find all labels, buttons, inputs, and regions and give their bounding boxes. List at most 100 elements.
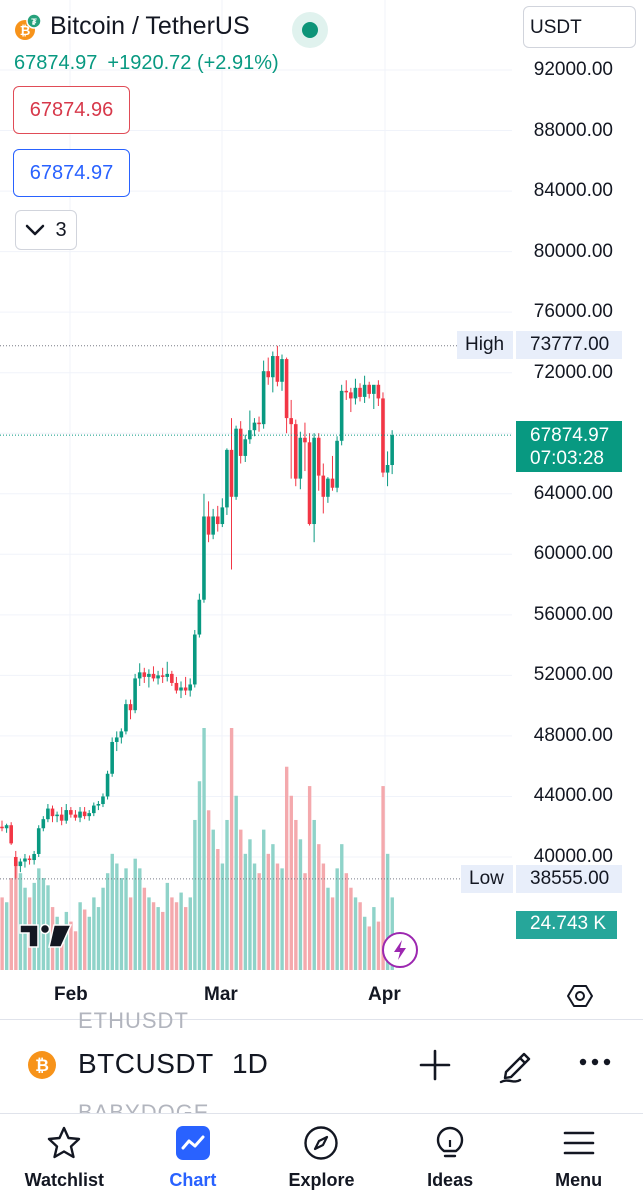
time-label-feb: Feb — [54, 984, 88, 1005]
candle-body — [326, 478, 330, 497]
nav-chart[interactable]: Chart — [129, 1114, 258, 1200]
buy-price-button[interactable]: 67874.97 — [13, 149, 130, 197]
volume-bar — [294, 819, 298, 970]
volume-bar — [349, 887, 353, 970]
candle-body — [266, 371, 271, 378]
nav-menu[interactable]: Menu — [514, 1114, 643, 1200]
volume-bar — [193, 819, 197, 970]
candle-body — [110, 741, 114, 774]
volume-bar — [202, 728, 206, 970]
candle-body — [165, 673, 170, 677]
candle-body — [179, 687, 183, 691]
volume-bar — [220, 863, 225, 970]
candle-body — [50, 808, 55, 817]
volume-bar — [197, 781, 202, 970]
price-axis-label: 76000.00 — [533, 301, 613, 323]
sell-price-button[interactable]: 67874.96 — [13, 86, 130, 134]
candle-body — [188, 684, 192, 691]
current-price-value: 67874.97 — [530, 425, 610, 446]
candle-body — [124, 704, 128, 732]
candle-body — [367, 384, 371, 394]
candle-body — [183, 687, 188, 691]
volume-bar — [266, 853, 271, 970]
candle-body — [105, 773, 110, 797]
symbol-title: Bitcoin / TetherUS — [50, 12, 250, 40]
nav-explore[interactable]: Explore — [257, 1114, 386, 1200]
volume-bar — [110, 853, 114, 970]
volume-bar — [133, 858, 137, 970]
volume-bar — [271, 844, 275, 970]
price-axis-label: 44000.00 — [533, 785, 613, 807]
plus-icon[interactable] — [418, 1048, 452, 1082]
candle-body — [211, 516, 215, 535]
chart-icon — [174, 1124, 212, 1162]
candle-body — [293, 424, 298, 479]
candle-body — [220, 507, 225, 525]
candle-body — [376, 384, 381, 399]
symbol-name-button[interactable]: BTCUSDT — [78, 1048, 214, 1079]
currency-selector[interactable]: USDT — [523, 6, 636, 48]
candle-body — [0, 826, 4, 829]
chart-grid — [0, 0, 512, 970]
candle-body — [69, 810, 73, 815]
volume-bar — [60, 926, 64, 970]
volume-bar — [18, 873, 23, 970]
candle-body — [275, 356, 280, 382]
candle-body — [321, 475, 326, 497]
candle-body — [82, 811, 87, 817]
volume-bar — [96, 907, 101, 970]
volume-bar — [151, 902, 156, 970]
candle-body — [4, 825, 9, 829]
chart-settings-hexagon-icon[interactable] — [566, 982, 594, 1010]
volume-bar — [4, 902, 9, 970]
volume-bar — [138, 868, 142, 970]
candle-body — [147, 673, 151, 677]
chevron-down-icon — [25, 219, 45, 242]
bitcoin-icon: ₿ — [27, 1050, 57, 1080]
indicators-toggle-button[interactable]: 3 — [15, 210, 77, 250]
price-summary: 67874.97 +1920.72 (+2.91%) — [14, 52, 279, 75]
svg-text:₮: ₮ — [31, 17, 37, 27]
volume-bar — [317, 844, 321, 970]
candle-body — [316, 437, 321, 476]
symbol-header[interactable]: ₿ ₮ Bitcoin / TetherUS — [14, 12, 250, 41]
divider — [0, 1113, 643, 1114]
market-status-indicator[interactable] — [292, 12, 328, 48]
nav-watchlist[interactable]: Watchlist — [0, 1114, 129, 1200]
volume-bar — [298, 839, 303, 970]
candle-body — [390, 435, 394, 466]
candle-body — [362, 384, 367, 397]
price-axis-label: 56000.00 — [533, 603, 613, 625]
volume-bar — [147, 897, 151, 970]
volume-bar — [262, 829, 266, 970]
ghost-next-symbol: BABYDOGE — [78, 1100, 210, 1114]
candle-body — [307, 442, 312, 525]
volume-bar — [78, 902, 82, 970]
volume-bar — [179, 892, 183, 970]
price-chart[interactable] — [0, 0, 643, 1020]
candle-body — [36, 828, 41, 854]
drawing-pen-icon[interactable] — [498, 1046, 536, 1084]
lightning-bolt-icon[interactable] — [382, 932, 418, 968]
candle-body — [234, 428, 238, 497]
interval-button[interactable]: 1D — [232, 1048, 268, 1079]
volume-bar — [87, 916, 92, 970]
high-value: 73777.00 — [516, 331, 622, 359]
last-price: 67874.97 — [14, 52, 98, 74]
volume-value-tag: 24.743 K — [516, 911, 617, 939]
volume-bar — [124, 868, 128, 970]
volume-bar — [239, 829, 243, 970]
candle-body — [358, 387, 362, 397]
candle-body — [23, 858, 27, 862]
volume-bar — [344, 873, 349, 970]
candle-body — [335, 440, 339, 488]
more-options-icon[interactable] — [578, 1052, 612, 1072]
tradingview-logo[interactable] — [18, 921, 74, 951]
volume-bar — [69, 921, 73, 970]
volume-bar — [303, 873, 307, 970]
candle-body — [202, 516, 206, 600]
volume-bar — [340, 844, 344, 970]
volume-bar — [165, 882, 170, 970]
nav-ideas[interactable]: Ideas — [386, 1114, 515, 1200]
star-icon — [45, 1124, 83, 1162]
